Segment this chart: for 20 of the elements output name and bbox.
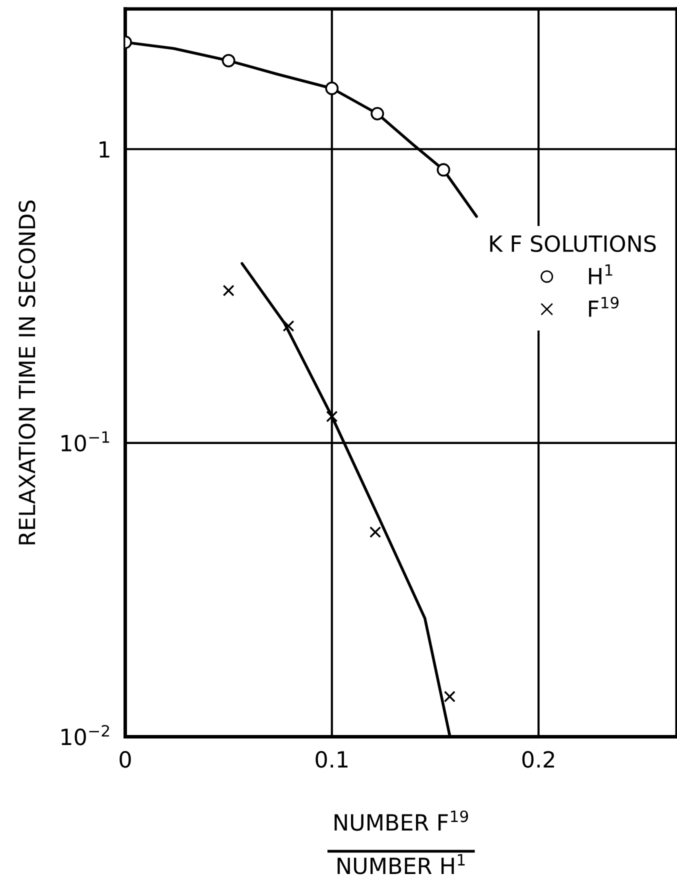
y-tick-label: 1 <box>100 141 110 158</box>
point <box>369 526 382 538</box>
point <box>282 320 294 332</box>
point <box>326 410 338 422</box>
x-tick-label: 0.2 <box>522 751 554 768</box>
point <box>444 690 456 702</box>
point <box>325 82 339 96</box>
x-tick-label: 0.1 <box>316 751 348 768</box>
point <box>222 54 236 68</box>
legend-label: H$^{1}$ <box>589 264 612 284</box>
point <box>370 106 384 120</box>
y-axis-title: RELAXATION TIME IN SECONDS <box>18 200 36 544</box>
legend-label: F$^{19}$ <box>589 296 619 317</box>
point <box>222 284 234 296</box>
legend-title: K F SOLUTIONS <box>490 235 656 252</box>
x-tick-label: 0 <box>120 751 131 768</box>
point <box>436 163 450 177</box>
text: NUMBER F$^{19}$ NUMBER H$^{1}$ <box>334 810 468 874</box>
y-tick-label: 10$^{−1}$ <box>62 431 110 452</box>
y-tick-label: 10$^{−2}$ <box>62 724 109 746</box>
